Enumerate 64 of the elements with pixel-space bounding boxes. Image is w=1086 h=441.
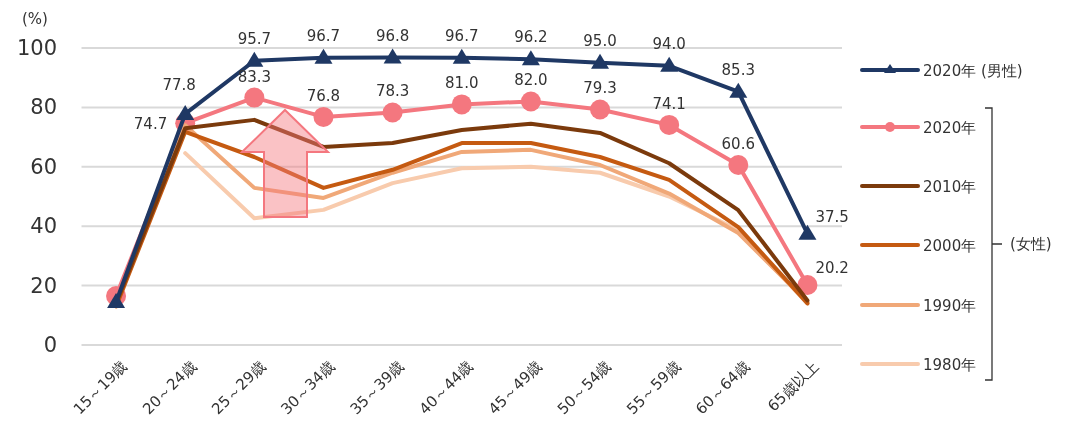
point (314, 48, 333, 64)
point (382, 102, 403, 123)
point (521, 50, 540, 66)
data-label: 76.8 (306, 86, 341, 105)
x-tick-label: 50～54歳 (553, 357, 615, 419)
x-tick-label: 60～64歳 (692, 357, 754, 419)
data-label: 81.0 (445, 74, 479, 93)
text: (女性) (1010, 235, 1052, 253)
x-tick-label: 25～29歳 (208, 357, 270, 419)
point (729, 82, 748, 98)
y-tick-label: 100 (16, 36, 57, 60)
x-tick-label: 65歳以上 (764, 357, 823, 416)
point (176, 104, 195, 120)
data-label: 82.0 (514, 71, 548, 90)
data-label: 95.7 (237, 29, 272, 48)
data-label: 85.3 (721, 60, 755, 79)
x-tick-label: 40～44歳 (415, 357, 477, 419)
data-label: 96.8 (375, 26, 410, 45)
x-tick-label: 45～49歳 (484, 357, 546, 419)
data-label: 83.3 (237, 67, 272, 86)
data-label: 77.8 (162, 75, 196, 94)
point (659, 114, 680, 135)
x-tick-label: 20～24歳 (139, 357, 201, 419)
y-tick-label: 20 (30, 273, 57, 298)
data-label: 20.2 (815, 259, 849, 278)
point (244, 87, 265, 108)
x-tick-label: 30～34歳 (277, 357, 339, 419)
x-tick-label: 35～39歳 (346, 357, 408, 419)
data-label: 37.5 (815, 207, 849, 226)
y-tick-label: 60 (30, 154, 57, 179)
point (591, 53, 610, 69)
legend-label: 1990年 (923, 297, 977, 315)
data-label: 78.3 (375, 82, 410, 101)
legend-label: 1980年 (923, 356, 977, 374)
point (660, 56, 679, 72)
data-label: 60.6 (721, 135, 755, 154)
data-label: 79.3 (583, 79, 617, 98)
point (520, 91, 541, 112)
data-label: 96.7 (445, 26, 479, 45)
point (245, 51, 264, 67)
point (451, 94, 472, 115)
legend-label: 2000年 (923, 237, 977, 255)
legend-label: 2010年 (923, 178, 977, 196)
point (590, 99, 611, 120)
point (797, 275, 818, 296)
data-label: 96.7 (306, 26, 341, 45)
y-tick-label: 40 (30, 214, 57, 239)
point (452, 48, 471, 64)
y-axis-title: (%) (22, 10, 48, 28)
legend-label: 2020年 (923, 119, 977, 137)
data-label: 74.7 (133, 115, 168, 134)
y-tick-label: 0 (43, 333, 57, 357)
y-tick-label: 80 (30, 95, 57, 120)
data-label: 74.1 (652, 94, 686, 113)
x-tick-label: 55～59歳 (623, 357, 684, 419)
data-label: 96.2 (514, 28, 548, 47)
point (313, 106, 334, 127)
data-label: 95.0 (583, 31, 617, 50)
x-tick-label: 15～19歳 (69, 357, 131, 419)
data-label: 94.0 (652, 34, 686, 53)
point (728, 155, 749, 176)
point (798, 224, 817, 240)
legend-label: 2020年 (男性) (923, 62, 1023, 80)
point (383, 48, 402, 64)
